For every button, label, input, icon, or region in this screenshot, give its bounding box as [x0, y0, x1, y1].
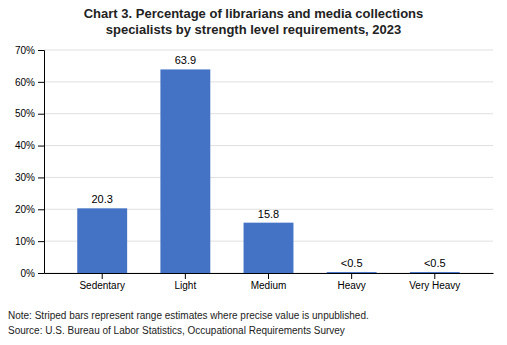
y-axis: 0% 10% 20% 30% 40% 50% 60% 70%: [15, 45, 45, 279]
tick-label: 40%: [15, 140, 35, 151]
grid-line: [44, 113, 493, 114]
tick-mark: [434, 273, 435, 279]
tick-mark: [351, 273, 352, 279]
x-axis: Sedentary Light Medium Heavy Very Heavy: [45, 273, 494, 291]
tick-mark: [185, 273, 186, 279]
tick: 0%: [21, 268, 44, 279]
tick-mark: [38, 50, 44, 51]
plot: 0% 10% 20% 30% 40% 50% 60% 70% Sedentary Light Med…: [15, 45, 494, 291]
data-label: 15.8: [258, 208, 279, 220]
data-label: <0.5: [341, 257, 363, 269]
tick-mark: [38, 273, 44, 274]
tick: 50%: [15, 108, 44, 119]
tick-mark: [102, 273, 103, 279]
tick: Sedentary: [79, 273, 125, 291]
tick-label: 10%: [15, 236, 35, 247]
tick-label: Heavy: [337, 280, 365, 291]
tick: Light: [175, 273, 197, 291]
annotation: Source: U.S. Bureau of Labor Statistics,…: [8, 325, 345, 336]
axis-line: [38, 51, 45, 274]
tick: 10%: [15, 236, 44, 247]
bar: [327, 272, 377, 273]
tick: Very Heavy: [409, 273, 460, 291]
grid-line: [44, 50, 493, 51]
tick-label: 60%: [15, 77, 35, 88]
data-label: 20.3: [91, 193, 112, 205]
tick-mark: [38, 209, 44, 210]
tick-mark: [38, 241, 44, 242]
tick-mark: [38, 146, 44, 147]
data-label: 63.9: [175, 54, 196, 66]
tick-label: Medium: [251, 280, 287, 291]
tick: 20%: [15, 204, 44, 215]
grid-line: [44, 81, 493, 82]
tick: 70%: [15, 45, 44, 56]
tick-label: 50%: [15, 108, 35, 119]
grid: [44, 50, 493, 273]
tick-mark: [38, 82, 44, 83]
tick: 40%: [15, 140, 44, 151]
tick-mark: [38, 177, 44, 178]
tick: 60%: [15, 77, 44, 88]
tick-label: Very Heavy: [409, 280, 460, 291]
tick-label: 20%: [15, 204, 35, 215]
tick-label: 30%: [15, 172, 35, 183]
data-labels: 20.3 63.9 15.8 <0.5 <0.5: [91, 54, 445, 269]
tick-mark: [268, 273, 269, 279]
tick: 30%: [15, 172, 44, 183]
tick-label: Light: [175, 280, 197, 291]
bars: [77, 69, 459, 273]
tick: Heavy: [337, 273, 365, 291]
bar: [77, 208, 127, 273]
tick-label: Sedentary: [79, 280, 125, 291]
tick-label: 70%: [15, 45, 35, 56]
data-label: <0.5: [424, 257, 446, 269]
annotation: Note: Striped bars represent range estim…: [8, 310, 369, 321]
bar: [160, 69, 210, 273]
title: Chart 3. Percentage of librarians and me…: [84, 6, 424, 37]
chart: Chart 3. Percentage of librarians and me…: [0, 0, 507, 345]
grid-line: [44, 145, 493, 146]
grid-line: [44, 177, 493, 178]
tick-mark: [38, 114, 44, 115]
tick-label: 0%: [21, 268, 36, 279]
tick: Medium: [251, 273, 287, 291]
bar: [244, 223, 294, 273]
bar: [410, 272, 460, 273]
